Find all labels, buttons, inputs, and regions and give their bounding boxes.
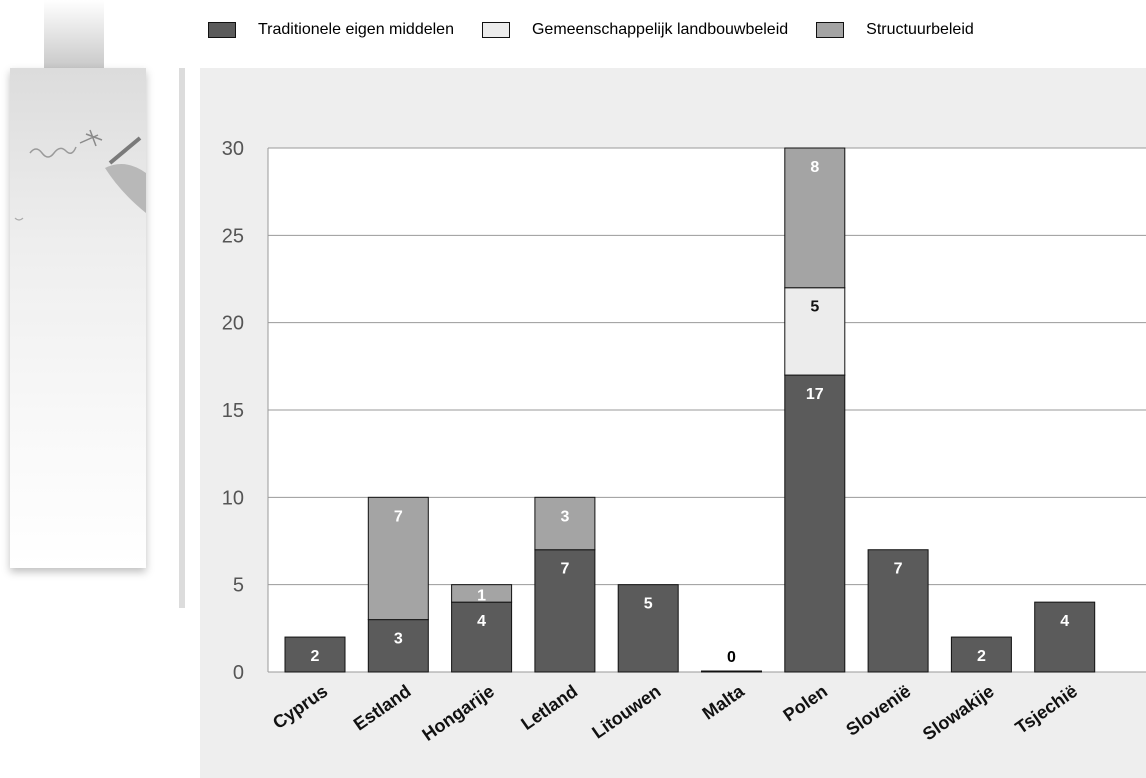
- bar-hongarije-series-2: [451, 584, 513, 603]
- data-label-polen-series-1: 5: [810, 299, 819, 316]
- legend-item-structural: Structuurbeleid: [816, 21, 974, 39]
- bar-slovenië-series-0: [867, 549, 929, 673]
- x-tick-label-estland: Estland: [350, 681, 415, 735]
- x-tick-label-tsjechië: Tsjechië: [1012, 681, 1081, 738]
- bar-tsjechië-series-0: [1034, 601, 1096, 673]
- y-tick-label-5: 5: [233, 575, 244, 597]
- handwriting-illustration: [14, 129, 146, 221]
- x-tick-label-hongarije: Hongarije: [418, 681, 497, 745]
- y-tick-label-15: 15: [222, 400, 244, 422]
- data-label-slovenië-series-0: 7: [894, 561, 903, 578]
- data-label-letland-series-0: 7: [560, 561, 569, 578]
- y-tick-label-30: 30: [222, 138, 244, 160]
- bar-hongarije-series-0: [451, 601, 513, 673]
- data-label-slowakije-series-0: 2: [977, 648, 986, 665]
- x-tick-label-cyprus: Cyprus: [269, 681, 331, 733]
- data-label-letland-series-2: 3: [560, 508, 569, 525]
- legend-swatch-traditional: [208, 22, 236, 38]
- chart-panel: 0 5 10 15 20 25 30 2 Cyprus 3 7 Estland 4 1 Hongarije 7…: [200, 68, 1146, 778]
- bar-slowakije-series-0: [950, 636, 1012, 673]
- y-tick-label-10: 10: [222, 487, 244, 509]
- decorative-divider: [179, 68, 185, 608]
- x-tick-label-malta: Malta: [699, 680, 749, 723]
- bar-estland-series-2: [367, 496, 429, 621]
- data-label-estland-series-2: 7: [394, 508, 403, 525]
- bar-polen-series-0: [784, 374, 846, 673]
- y-tick-label-25: 25: [222, 225, 244, 247]
- data-label-hongarije-series-2: 1: [477, 588, 486, 605]
- bar-litouwen-series-0: [617, 584, 679, 673]
- stacked-bar-chart: 0510152025302Cyprus37Estland41Hongarije7…: [222, 138, 1146, 745]
- decorative-tab: [44, 0, 104, 70]
- legend-swatch-agricultural: [481, 22, 510, 38]
- data-label-polen-series-0: 17: [806, 386, 824, 403]
- data-label-hongarije-series-0: 4: [477, 613, 486, 630]
- y-tick-label-20: 20: [222, 313, 244, 335]
- data-label-tsjechië-series-0: 4: [1060, 613, 1069, 630]
- legend-label-agricultural: Gemeenschappelijk landbouwbeleid: [531, 21, 789, 38]
- data-label-malta-series-0: 0: [727, 649, 736, 666]
- bar-letland-series-2: [534, 496, 596, 551]
- x-tick-label-litouwen: Litouwen: [588, 681, 664, 743]
- legend: Traditionele eigen middelen Gemeenschapp…: [208, 16, 974, 44]
- x-tick-label-letland: Letland: [517, 681, 581, 734]
- data-label-cyprus-series-0: 2: [311, 648, 320, 665]
- legend-label-traditional: Traditionele eigen middelen: [258, 21, 454, 38]
- legend-item-traditional: Traditionele eigen middelen: [208, 21, 454, 39]
- bar-malta-series-0: [701, 670, 762, 673]
- bar-estland-series-0: [367, 619, 429, 673]
- x-tick-label-polen: Polen: [779, 681, 831, 725]
- legend-swatch-structural: [816, 22, 845, 38]
- legend-item-agricultural: Gemeenschappelijk landbouwbeleid: [481, 21, 789, 39]
- bar-cyprus-series-0: [284, 636, 346, 673]
- data-label-polen-series-2: 8: [810, 159, 819, 176]
- data-label-litouwen-series-0: 5: [644, 596, 653, 613]
- legend-label-structural: Structuurbeleid: [866, 21, 974, 38]
- bar-polen-series-2: [784, 147, 846, 289]
- x-tick-label-slovenië: Slovenië: [842, 681, 914, 740]
- y-tick-label-0: 0: [233, 662, 244, 684]
- bar-polen-series-1: [784, 287, 846, 376]
- data-label-estland-series-0: 3: [394, 631, 403, 648]
- x-tick-label-slowakije: Slowakije: [919, 681, 998, 744]
- bar-letland-series-0: [534, 549, 596, 673]
- decorative-photo: [10, 68, 146, 568]
